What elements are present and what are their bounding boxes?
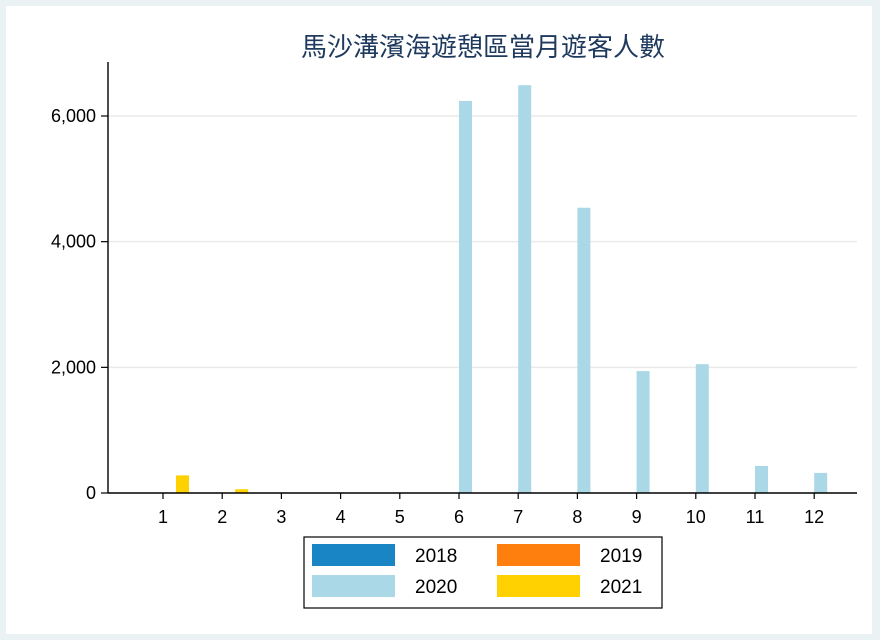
bar-2020-12 bbox=[814, 472, 828, 493]
bar-2020-10 bbox=[695, 364, 709, 493]
bar-2020-7 bbox=[518, 85, 532, 493]
legend-label-2021: 2021 bbox=[600, 577, 642, 598]
bars bbox=[176, 85, 828, 494]
x-tick-label: 4 bbox=[336, 507, 346, 527]
x-tick-label: 9 bbox=[632, 507, 642, 527]
axes bbox=[107, 62, 857, 494]
bar-2020-6 bbox=[459, 100, 472, 494]
x-tick-label: 8 bbox=[572, 507, 582, 527]
y-tick-label: 2,000 bbox=[51, 357, 96, 377]
legend-swatch-2018 bbox=[312, 544, 395, 566]
x-tick-label: 3 bbox=[276, 507, 286, 527]
x-tick-label: 7 bbox=[513, 507, 523, 527]
y-tick-label: 6,000 bbox=[51, 106, 96, 126]
x-tick-label: 11 bbox=[746, 507, 765, 527]
legend-label-2020: 2020 bbox=[415, 577, 457, 598]
legend-swatch-2019 bbox=[497, 544, 580, 566]
y-axis-ticks: 0 2,000 4,000 6,000 bbox=[51, 106, 108, 503]
legend-label-2018: 2018 bbox=[415, 546, 457, 567]
legend-swatch-2021 bbox=[497, 575, 580, 597]
bar-2020-11 bbox=[755, 465, 768, 493]
x-tick-label: 5 bbox=[395, 507, 405, 527]
grid-lines bbox=[108, 115, 857, 369]
bar-2020-9 bbox=[636, 371, 650, 493]
x-tick-label: 10 bbox=[686, 507, 706, 527]
x-tick-label: 12 bbox=[804, 507, 824, 527]
bar-2021-1 bbox=[176, 475, 189, 493]
bar-2021-2 bbox=[235, 489, 249, 493]
legend-swatch-2020 bbox=[312, 575, 395, 597]
y-tick-label: 0 bbox=[86, 483, 96, 503]
x-axis-ticks: 1 2 3 4 5 6 7 8 9 10 11 12 bbox=[158, 493, 824, 527]
y-tick-label: 4,000 bbox=[51, 232, 96, 252]
x-tick-label: 6 bbox=[454, 507, 464, 527]
legend-label-2019: 2019 bbox=[600, 546, 642, 567]
bar-2020-8 bbox=[577, 207, 591, 493]
chart-panel bbox=[6, 6, 872, 634]
legend: 2018 2019 2020 2021 bbox=[303, 536, 663, 609]
x-tick-label: 2 bbox=[217, 507, 227, 527]
chart-title: 馬沙溝濱海遊憩區當月遊客人數 bbox=[301, 33, 665, 63]
x-tick-label: 1 bbox=[158, 507, 168, 527]
